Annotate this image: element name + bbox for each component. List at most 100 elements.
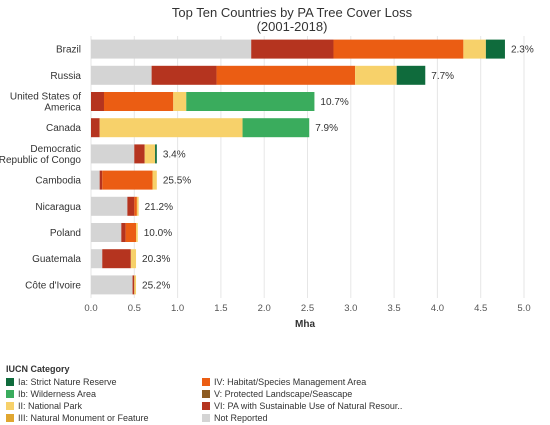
category-label: Democratic Republic of Congo	[0, 144, 81, 166]
bar-segment-ib	[186, 92, 315, 111]
chart-subtitle: (2001-2018)	[257, 19, 328, 34]
legend-item: IV: Habitat/Species Management Area	[202, 376, 542, 387]
bar-segment-not_reported	[91, 275, 133, 295]
x-tick-label: 3.0	[344, 303, 357, 314]
x-axis-title: Mha	[295, 319, 315, 330]
bar-segment-iv	[102, 170, 153, 190]
legend-item: Ia: Strict Nature Reserve	[6, 376, 202, 387]
bar-segment-ii	[136, 196, 139, 216]
legend: IUCN Category Ia: Strict Nature Reserve I…	[6, 364, 546, 423]
bar-segment-not_reported	[91, 39, 252, 59]
bar-segment-ii	[136, 223, 138, 242]
bar-segment-iv	[125, 223, 137, 242]
bar-segment-iv	[103, 92, 174, 111]
legend-label: II: National Park	[18, 400, 83, 411]
bar-segment-ii	[152, 170, 157, 190]
category-label: Côte d'Ivoire	[25, 280, 81, 291]
bar-segment-vi	[134, 144, 145, 164]
legend-swatch	[202, 377, 210, 386]
bar-segment-not_reported	[91, 144, 135, 164]
legend-swatch	[6, 377, 14, 386]
bar-segment-not_reported	[91, 170, 100, 190]
legend-swatch	[6, 389, 14, 398]
category-label: Poland	[50, 228, 81, 239]
percent-label: 20.3%	[142, 254, 170, 265]
bar-segment-ia	[396, 65, 426, 85]
chart: Top Ten Countries by PA Tree Cover Loss …	[0, 5, 534, 330]
percent-label: 21.2%	[145, 202, 173, 213]
bar-segment-iv	[216, 65, 356, 85]
percent-label: 2.3%	[511, 45, 534, 56]
x-axis-ticks: 0.0 0.5 1.0 1.5 2.0 2.5 3.0 3.5 4.0 4.5 5.0	[84, 303, 530, 314]
bar-segment-not_reported	[91, 223, 122, 242]
legend-item: Ib: Wilderness Area	[6, 388, 202, 399]
bar-segment-ii	[99, 118, 243, 138]
category-label: Russia	[50, 71, 81, 82]
bar-segment-ia	[155, 144, 157, 164]
bar-segment-vi	[99, 170, 103, 190]
bars	[91, 39, 505, 295]
legend-label: Not Reported	[214, 412, 268, 423]
legend-label: III: Natural Monument or Feature	[18, 412, 149, 423]
legend-swatch	[6, 401, 14, 410]
bar-segment-vi	[132, 275, 135, 295]
legend-label: VI: PA with Sustainable Use of Natural R…	[214, 400, 403, 411]
percent-label: 10.7%	[320, 97, 348, 108]
percent-label: 7.9%	[315, 123, 338, 134]
x-tick-label: 4.0	[431, 303, 444, 314]
category-label: Brazil	[56, 45, 81, 56]
percent-label: 25.5%	[163, 176, 191, 187]
bar-segment-not_reported	[91, 65, 152, 85]
x-tick-label: 5.0	[517, 303, 530, 314]
bar-segment-vi	[251, 39, 334, 59]
bar-segment-vi	[127, 196, 135, 216]
percent-label: 25.2%	[142, 280, 170, 291]
bar-segment-ii	[173, 92, 187, 111]
category-label: Nicaragua	[35, 202, 81, 213]
bar-segment-vi	[151, 65, 217, 85]
percent-label: 10.0%	[144, 228, 172, 239]
chart-title: Top Ten Countries by PA Tree Cover Loss	[172, 5, 413, 20]
bar-segment-iv	[333, 39, 464, 59]
legend-label: IV: Habitat/Species Management Area	[214, 376, 367, 387]
bar-segment-ib	[242, 118, 310, 138]
legend-item: III: Natural Monument or Feature	[6, 412, 202, 423]
bar-segment-iv	[134, 196, 137, 216]
legend-item: V: Protected Landscape/Seascape	[202, 388, 542, 399]
bar-segment-ii	[144, 144, 156, 164]
category-label: Guatemala	[32, 254, 81, 265]
bar-segment-vi	[91, 92, 104, 111]
legend-label: Ib: Wilderness Area	[18, 388, 97, 399]
bar-segment-vi	[91, 118, 100, 138]
category-label: Canada	[46, 123, 81, 134]
x-tick-label: 4.5	[474, 303, 487, 314]
legend-label: V: Protected Landscape/Seascape	[214, 388, 353, 399]
percent-label: 7.7%	[431, 71, 454, 82]
category-label: Cambodia	[35, 176, 81, 187]
bar-segment-ia	[485, 39, 505, 59]
bar-segment-vi	[102, 249, 131, 269]
percent-label: 3.4%	[163, 149, 186, 160]
legend-item: Not Reported	[202, 412, 542, 423]
x-tick-label: 0.5	[128, 303, 141, 314]
x-tick-label: 1.5	[214, 303, 227, 314]
legend-item: VI: PA with Sustainable Use of Natural R…	[202, 400, 542, 411]
bar-segment-vi	[121, 223, 126, 242]
bar-segment-not_reported	[91, 196, 128, 216]
bar-segment-ii	[134, 275, 137, 295]
x-tick-label: 2.0	[258, 303, 271, 314]
category-labels: Brazil Russia United States of America Canad…	[0, 45, 81, 292]
bar-segment-ii	[130, 249, 137, 269]
legend-swatch	[202, 413, 210, 422]
category-label: United States of America	[10, 92, 82, 114]
legend-label: Ia: Strict Nature Reserve	[18, 376, 117, 387]
percent-labels: 2.3% 7.7% 10.7% 7.9% 3.4% 25.5% 21.2% 10.0% 20.3…	[142, 45, 534, 292]
x-tick-label: 2.5	[301, 303, 314, 314]
legend-swatch	[6, 413, 14, 422]
legend-title: IUCN Category	[6, 364, 70, 374]
x-tick-label: 1.0	[171, 303, 184, 314]
bar-segment-ii	[463, 39, 486, 59]
x-tick-label: 3.5	[387, 303, 400, 314]
legend-swatch	[202, 401, 210, 410]
bar-segment-not_reported	[91, 249, 103, 269]
